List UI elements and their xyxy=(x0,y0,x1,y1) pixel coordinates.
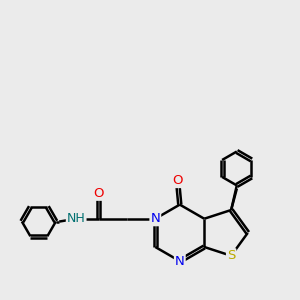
Text: NH: NH xyxy=(67,212,86,225)
Text: N: N xyxy=(175,255,185,268)
Text: O: O xyxy=(172,174,183,187)
Text: N: N xyxy=(150,212,160,225)
Text: S: S xyxy=(227,249,235,262)
Text: O: O xyxy=(94,187,104,200)
